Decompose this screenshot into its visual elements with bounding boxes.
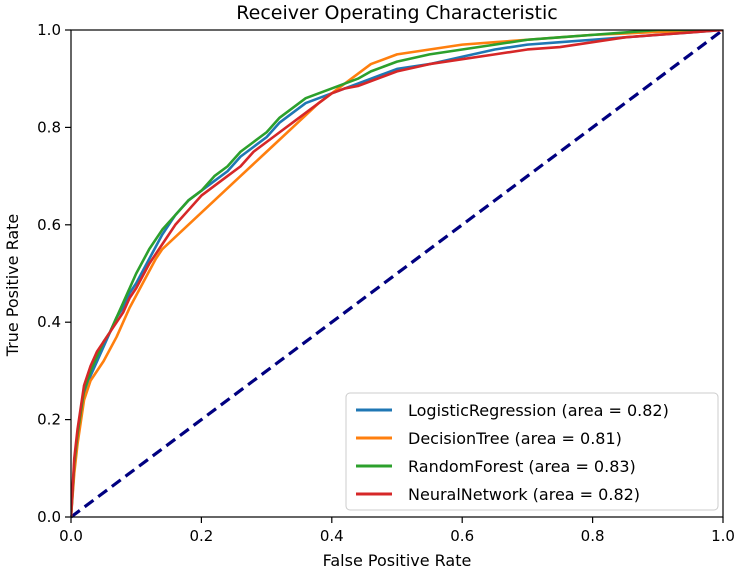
- legend-label: LogisticRegression (area = 0.82): [408, 401, 669, 420]
- y-axis-label: True Positive Rate: [3, 214, 22, 358]
- y-tick-label: 1.0: [37, 21, 61, 39]
- legend: LogisticRegression (area = 0.82) Decision…: [345, 392, 719, 511]
- legend-box: [345, 392, 719, 511]
- y-tick-label: 0.8: [37, 118, 61, 136]
- legend-label: NeuralNetwork (area = 0.82): [408, 485, 640, 504]
- plot-area: 0.0 0.2 0.4 0.6 0.8 1.0 0.0 0.2 0.4 0.6 0.8 1.0: [37, 21, 735, 545]
- x-tick-label: 0.8: [581, 527, 605, 545]
- legend-label: RandomForest (area = 0.83): [408, 457, 636, 476]
- chart-title: Receiver Operating Characteristic: [236, 2, 557, 24]
- y-tick-label: 0.4: [37, 313, 61, 331]
- series-line-neuralnetwork: [71, 30, 723, 517]
- roc-curves: [71, 30, 723, 517]
- x-tick-label: 1.0: [711, 527, 735, 545]
- y-tick-label: 0.6: [37, 216, 61, 234]
- x-axis-label: False Positive Rate: [323, 551, 472, 570]
- x-tick-label: 0.6: [450, 527, 474, 545]
- x-tick-label: 0.2: [189, 527, 213, 545]
- x-tick-label: 0.0: [59, 527, 83, 545]
- x-tick-label: 0.4: [320, 527, 344, 545]
- y-tick-label: 0.2: [37, 411, 61, 429]
- axes-frame: [70, 29, 724, 518]
- legend-label: DecisionTree (area = 0.81): [408, 429, 622, 448]
- y-tick-label: 0.0: [37, 508, 61, 526]
